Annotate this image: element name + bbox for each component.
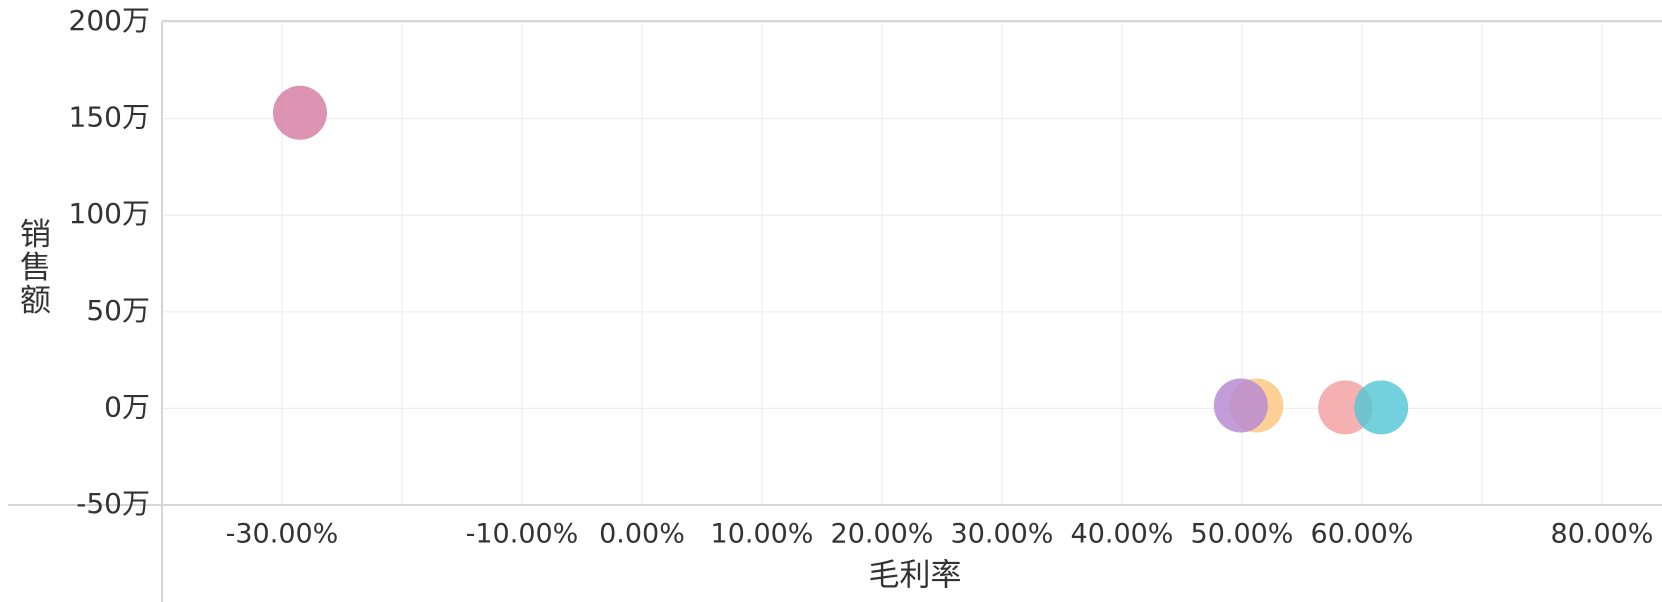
x-axis-ticks: -30.00% -10.00% 0.00% 10.00% 20.00% 30.00% 40.… [226, 519, 1654, 550]
x-tick-label: 0.00% [599, 519, 685, 550]
scatter-point [1354, 380, 1409, 435]
y-tick-label: 200万 [69, 4, 150, 37]
y-tick-label: -50万 [76, 487, 150, 520]
x-tick-label: 60.00% [1311, 519, 1414, 550]
y-tick-label: 50万 [86, 294, 150, 327]
x-tick-label: 20.00% [831, 519, 934, 550]
x-tick-label: -10.00% [466, 519, 579, 550]
y-tick-label: 0万 [104, 390, 150, 423]
y-tick-label: 100万 [69, 197, 150, 230]
x-tick-label: 10.00% [711, 519, 814, 550]
x-axis-title: 毛利率 [869, 558, 962, 594]
x-tick-label: 50.00% [1191, 519, 1294, 550]
y-axis-ticks: 200万 150万 100万 50万 0万 -50万 [69, 4, 150, 520]
y-tick-label: 150万 [69, 101, 150, 134]
x-tick-label: -30.00% [226, 519, 339, 550]
x-tick-label: 40.00% [1071, 519, 1174, 550]
scatter-point [1213, 378, 1268, 433]
y-axis-title: 销售额 [14, 218, 51, 317]
x-tick-label: 30.00% [951, 519, 1054, 550]
scatter-point [273, 85, 327, 140]
x-tick-label: 80.00% [1551, 519, 1654, 550]
gridlines [162, 21, 1662, 506]
data-points [273, 85, 1409, 435]
